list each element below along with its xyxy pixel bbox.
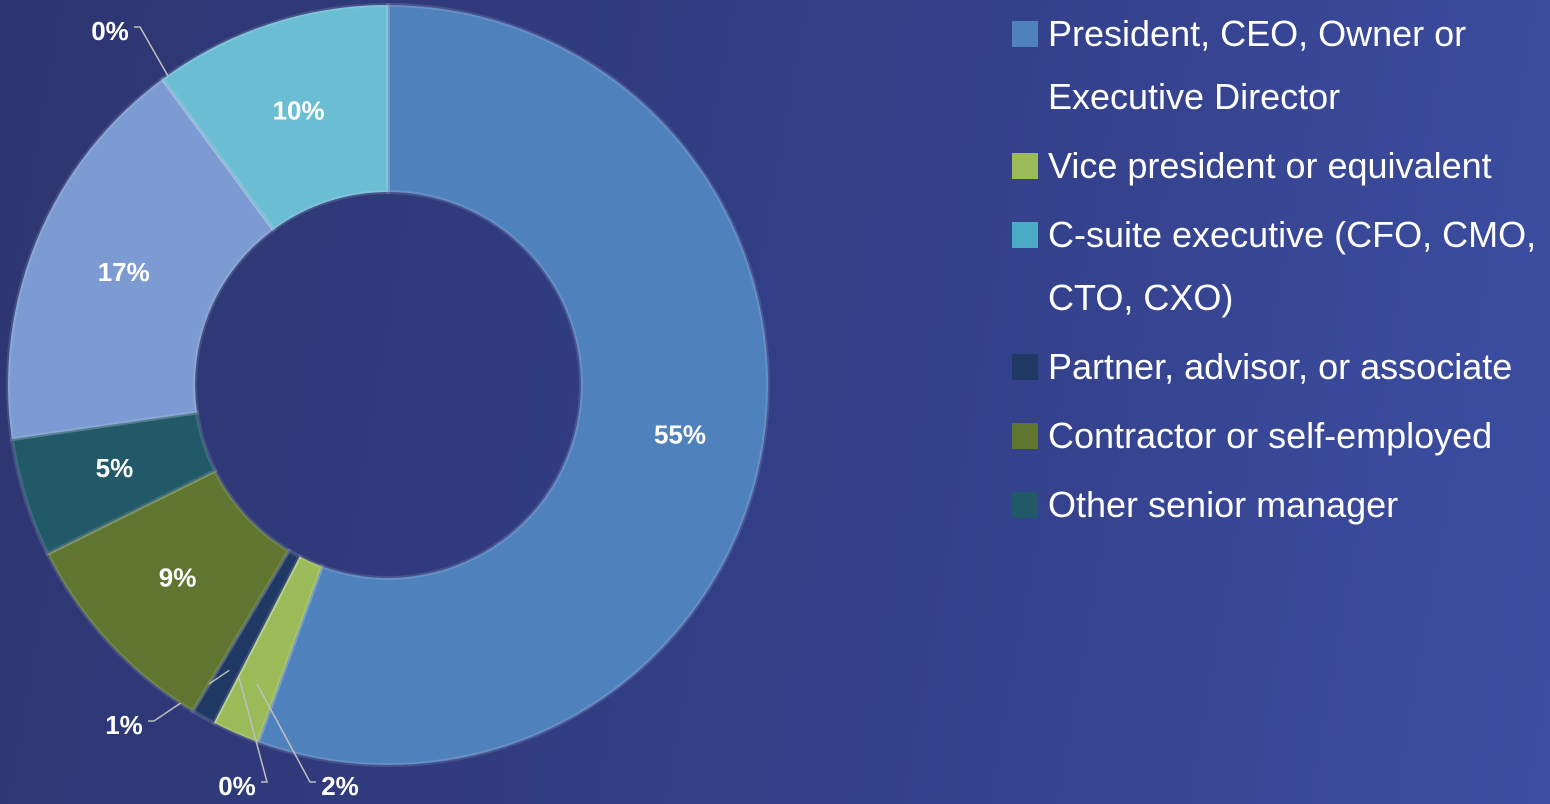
data-label: 17% <box>98 257 150 287</box>
legend-swatch <box>1012 153 1038 179</box>
legend-entry: Other senior manager <box>1012 473 1542 536</box>
leader-line <box>256 683 316 783</box>
legend-label: Partner, advisor, or associate <box>1048 346 1513 387</box>
legend-entry: Partner, advisor, or associate <box>1012 335 1542 398</box>
data-label: 10% <box>273 96 325 126</box>
chart: 55% 2% 0% 1% 9% 5% 17% 0% 10% <box>6 2 770 801</box>
legend-swatch <box>1012 423 1038 449</box>
legend-swatch <box>1012 222 1038 248</box>
legend-swatch <box>1012 354 1038 380</box>
legend-swatch <box>1012 492 1038 518</box>
legend-label: Contractor or self-employed <box>1048 415 1493 456</box>
legend-label: C-suite executive (CFO, CMO, CTO, CXO) <box>1048 214 1537 318</box>
legend-entry: Contractor or self-employed <box>1012 404 1542 467</box>
legend-swatch <box>1012 21 1038 47</box>
data-label: 9% <box>159 562 197 592</box>
slice <box>9 410 218 557</box>
slice <box>159 2 390 233</box>
data-label: 2% <box>321 771 359 801</box>
data-label: 0% <box>91 16 129 46</box>
legend-label: Other senior manager <box>1048 484 1399 525</box>
slice <box>44 468 292 714</box>
slice <box>255 2 770 767</box>
data-label: 5% <box>96 453 134 483</box>
legend-label: President, CEO, Owner or Executive Direc… <box>1048 13 1467 117</box>
legend-entry: Vice president or equivalent <box>1012 134 1542 197</box>
data-label: 55% <box>654 419 706 449</box>
data-label: 0% <box>218 771 256 801</box>
legend-label: Vice president or equivalent <box>1048 145 1492 186</box>
leader-line <box>237 675 268 783</box>
legend-entry: C-suite executive (CFO, CMO, CTO, CXO) <box>1012 203 1542 329</box>
slice <box>6 76 277 442</box>
legend-entry: President, CEO, Owner or Executive Direc… <box>1012 2 1542 128</box>
legend: President, CEO, Owner or Executive Direc… <box>1012 2 1542 542</box>
data-label: 1% <box>105 710 143 740</box>
